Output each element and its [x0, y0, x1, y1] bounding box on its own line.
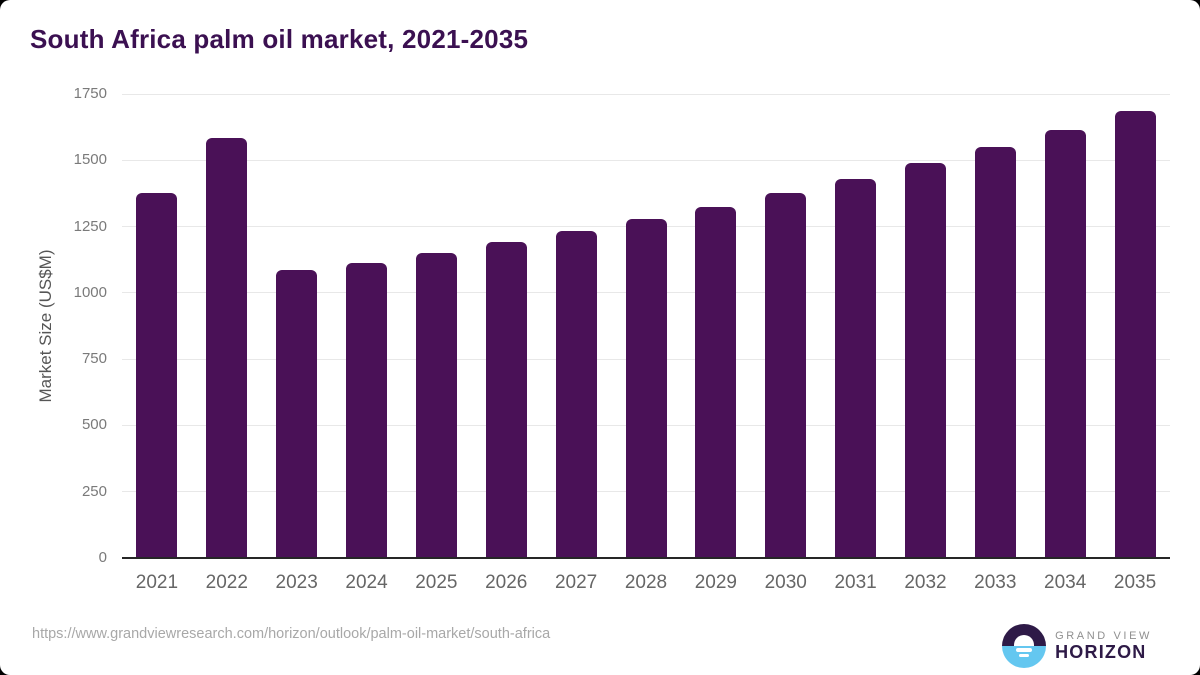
- bar-2025[interactable]: [415, 252, 457, 558]
- x-tick-label: 2025: [415, 572, 458, 593]
- sun-icon: [1014, 635, 1035, 646]
- y-tick-label: 500: [81, 416, 107, 434]
- y-tick-label: 750: [81, 350, 107, 368]
- x-tick-label: 2028: [624, 572, 668, 593]
- bar-2027[interactable]: [555, 230, 597, 558]
- bar-2029[interactable]: [695, 206, 737, 558]
- x-tick-label: 2021: [135, 572, 179, 593]
- x-tick-label: 2032: [904, 572, 947, 593]
- logo-text: GRAND VIEW HORIZON: [1055, 630, 1152, 662]
- x-tick-label: 2033: [974, 572, 1017, 593]
- y-tick-label: 1750: [73, 85, 107, 102]
- x-tick-label: 2022: [205, 572, 248, 593]
- footer-source-url: https://www.grandviewresearch.com/horizo…: [32, 626, 551, 642]
- y-ticks: 0 250 500 750 1000 1250 1500 1750: [0, 85, 107, 566]
- x-tick-label: 2026: [485, 572, 528, 593]
- bar-2026[interactable]: [485, 242, 527, 558]
- x-tick-label: 2029: [694, 572, 737, 593]
- bar-2024[interactable]: [346, 262, 388, 558]
- bar-2035[interactable]: [1114, 110, 1156, 558]
- bar-2034[interactable]: [1044, 130, 1086, 558]
- logo-text-horizon: HORIZON: [1055, 642, 1147, 662]
- x-tick-label: 2031: [834, 572, 877, 593]
- x-tick-label: 2027: [554, 572, 598, 593]
- x-tick-label: 2035: [1113, 572, 1157, 593]
- y-tick-label: 1500: [73, 151, 107, 169]
- bar-2033[interactable]: [974, 147, 1016, 558]
- y-tick-label: 1250: [73, 217, 107, 235]
- logo-text-grand-view: GRAND VIEW: [1055, 630, 1152, 642]
- brand-logo: GRAND VIEW HORIZON: [1002, 624, 1152, 668]
- y-tick-label: 1000: [73, 283, 107, 301]
- chart-title: South Africa palm oil market, 2021-2035: [30, 24, 529, 54]
- x-tick-label: 2034: [1044, 572, 1087, 593]
- bar-2021[interactable]: [136, 192, 178, 558]
- horizon-sun-logo-icon: [1002, 624, 1047, 668]
- bar-2023[interactable]: [276, 270, 318, 558]
- x-labels: 2021 2022 2023 2024 2025 2026 2027 2028 2029 2030…: [122, 572, 1170, 598]
- x-axis-line: [122, 557, 1170, 559]
- gridline: [122, 93, 1170, 95]
- gridline: [122, 159, 1170, 161]
- x-tick-label: 2024: [345, 572, 388, 593]
- sun-reflection-bar-icon: [1016, 648, 1033, 652]
- x-tick-label: 2030: [764, 572, 807, 593]
- bar-2028[interactable]: [625, 219, 667, 558]
- y-tick-label: 0: [98, 549, 107, 566]
- y-tick-label: 250: [81, 482, 107, 500]
- bar-2032[interactable]: [904, 163, 946, 558]
- bar-2031[interactable]: [835, 178, 877, 558]
- x-tick-label: 2023: [275, 572, 318, 593]
- bar-2030[interactable]: [765, 193, 807, 558]
- plot-area: [122, 93, 1170, 559]
- sun-reflection-bar-icon: [1019, 654, 1030, 657]
- bar-2022[interactable]: [206, 138, 248, 558]
